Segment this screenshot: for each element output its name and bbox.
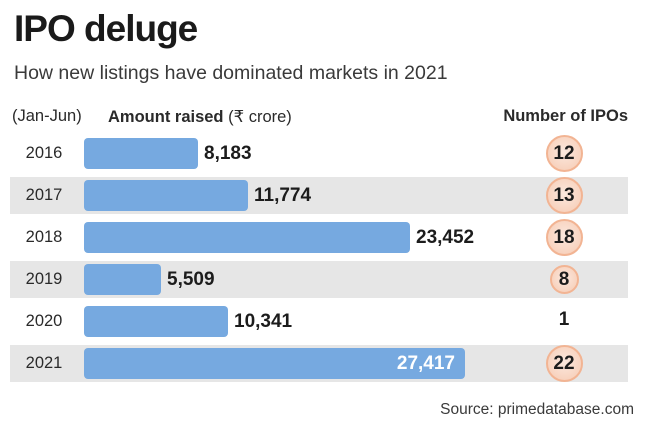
ipo-count-header: Number of IPOs — [503, 107, 628, 125]
amount-bar — [84, 138, 198, 169]
year-label: 2016 — [25, 144, 63, 162]
ipo-count-bubble: 12 — [545, 135, 583, 172]
chart-title: IPO deluge — [14, 8, 198, 49]
chart-row: 2018 23,452 18 — [10, 219, 628, 256]
ipo-count-bubble: 18 — [545, 219, 583, 256]
amount-bar — [84, 348, 465, 379]
ipo-count-bubble: 13 — [545, 177, 583, 214]
chart-subtitle: How new listings have dominated markets … — [14, 62, 448, 84]
amount-value-label: 11,774 — [254, 185, 312, 206]
chart-row: 2016 8,183 12 — [10, 135, 628, 172]
amount-value-label: 23,452 — [416, 227, 475, 248]
year-label: 2018 — [25, 228, 63, 246]
amount-bar — [84, 222, 410, 253]
year-label: 2020 — [25, 312, 63, 330]
chart-row: 2021 27,417 22 — [10, 345, 628, 382]
year-label: 2021 — [25, 354, 63, 372]
amount-value-label: 10,341 — [234, 311, 293, 332]
amount-bar — [84, 264, 161, 295]
amount-value-label: 27,417 — [396, 353, 455, 374]
year-label: 2017 — [25, 186, 63, 204]
source-note: Source: primedatabase.com — [440, 401, 634, 418]
amount-bar — [84, 306, 228, 337]
chart-row: 2019 5,509 8 — [10, 261, 628, 298]
chart-row: 2020 10,341 1 — [10, 303, 628, 340]
ipo-count-bubble: 1 — [558, 309, 570, 330]
amount-value-label: 5,509 — [167, 269, 215, 290]
amount-header-label: Amount raised — [108, 108, 224, 126]
amount-value-label: 8,183 — [204, 143, 252, 164]
amount-header: Amount raised (₹ crore) — [108, 107, 292, 127]
year-label: 2019 — [25, 270, 63, 288]
ipo-count-bubble: 8 — [549, 265, 579, 294]
amount-header-unit: (₹ crore) — [228, 108, 292, 126]
amount-bar — [84, 180, 248, 211]
ipo-count-bubble: 22 — [545, 345, 583, 382]
period-header: (Jan-Jun) — [12, 107, 82, 125]
chart-row: 2017 11,774 13 — [10, 177, 628, 214]
